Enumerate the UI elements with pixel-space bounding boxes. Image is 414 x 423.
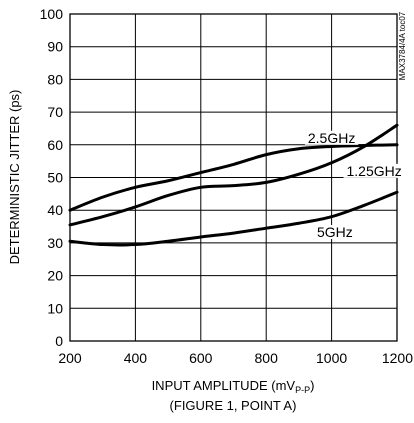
y-tick-label: 100 bbox=[40, 6, 64, 22]
y-tick-label: 60 bbox=[47, 137, 63, 153]
y-axis-label: DETERMINISTIC JITTER (ps) bbox=[7, 90, 22, 265]
y-tick-label: 30 bbox=[47, 235, 63, 251]
figure-code-watermark: MAX3784/4A toc07 bbox=[398, 11, 407, 80]
x-tick-labels: 200 400 600 800 1000 1200 bbox=[58, 350, 413, 366]
y-tick-label: 40 bbox=[47, 202, 63, 218]
y-tick-label: 20 bbox=[47, 268, 63, 284]
series-lines bbox=[68, 123, 399, 247]
series-labels: 2.5GHz 1.25GHz 5GHz bbox=[304, 130, 405, 240]
x-axis-label-main: INPUT AMPLITUDE (mV bbox=[152, 378, 296, 393]
x-axis-label-line2: (FIGURE 1, POINT A) bbox=[170, 398, 297, 413]
x-axis-label: INPUT AMPLITUDE (mVP-P) bbox=[152, 378, 315, 395]
series-label-background bbox=[343, 163, 405, 178]
series-label: 2.5GHz bbox=[308, 130, 355, 146]
grid-lines bbox=[70, 14, 397, 341]
x-axis-label-subscript: P-P bbox=[295, 385, 310, 395]
x-axis-label-tail: ) bbox=[310, 378, 314, 393]
series-label: 5GHz bbox=[317, 224, 353, 240]
y-tick-label: 0 bbox=[55, 333, 63, 349]
x-tick-label: 600 bbox=[189, 350, 213, 366]
series-label-background bbox=[304, 130, 359, 145]
y-tick-label: 80 bbox=[47, 71, 63, 87]
y-tick-label: 70 bbox=[47, 104, 63, 120]
y-tick-label: 90 bbox=[47, 39, 63, 55]
series-label: 1.25GHz bbox=[346, 163, 401, 179]
series-line bbox=[68, 190, 399, 247]
x-tick-label: 200 bbox=[58, 350, 82, 366]
x-tick-label: 400 bbox=[124, 350, 148, 366]
series-label-background bbox=[313, 225, 356, 240]
y-tick-labels: 0 10 20 30 40 50 60 70 80 90 100 bbox=[40, 6, 64, 349]
y-tick-label: 10 bbox=[47, 300, 63, 316]
x-tick-label: 800 bbox=[255, 350, 279, 366]
series-line bbox=[68, 123, 399, 227]
x-tick-label: 1200 bbox=[382, 350, 413, 366]
series-line bbox=[68, 143, 399, 212]
x-tick-label: 1000 bbox=[316, 350, 347, 366]
y-tick-label: 50 bbox=[47, 170, 63, 186]
